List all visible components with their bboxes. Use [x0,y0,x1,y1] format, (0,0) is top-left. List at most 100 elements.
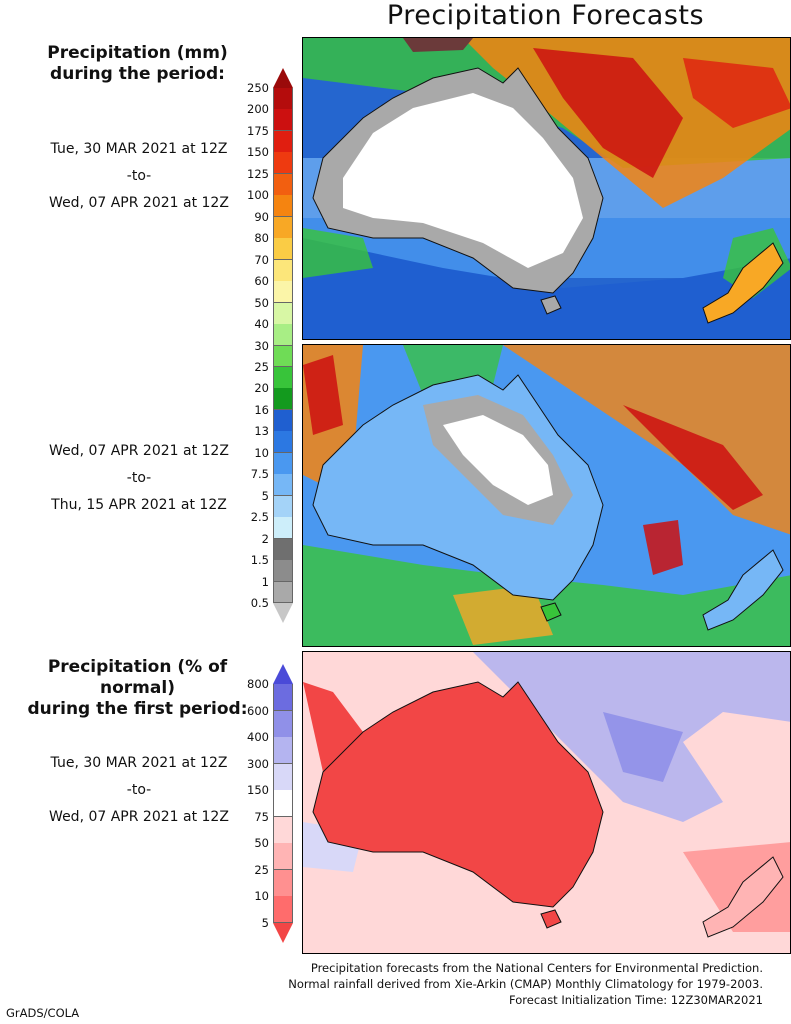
colorbar-label: 400 [247,730,269,745]
colorbar-top-triangle [273,664,293,684]
colorbar-label: 600 [247,703,269,718]
colorbar-bottom-triangle [273,923,293,943]
colorbar-swatch [273,474,293,497]
period1-label: Tue, 30 MAR 2021 at 12Z -to- Wed, 07 APR… [10,136,268,217]
colorbar-swatch [273,816,293,844]
colorbar-swatch [273,538,293,561]
colorbar-label: 10 [254,889,269,904]
colorbar-label: 125 [247,166,269,181]
colorbar-swatch [273,388,293,411]
percent-heading-line2: during the first period: [27,699,248,719]
amount-heading: Precipitation (mm) during the period: [10,43,265,85]
period1-start: Tue, 30 MAR 2021 at 12Z [50,141,228,157]
colorbar-swatch [273,281,293,304]
colorbar-bottom-triangle [273,603,293,623]
colorbar-swatch [273,409,293,432]
period1-end: Wed, 07 APR 2021 at 12Z [49,195,229,211]
colorbar-swatch [273,737,293,765]
colorbar-top-triangle [273,68,293,88]
colorbar-swatch [273,324,293,346]
colorbar-swatch [273,88,293,110]
map-percent-of-normal [302,651,791,954]
colorbar-swatch [273,345,293,368]
percent-period-label: Tue, 30 MAR 2021 at 12Z -to- Wed, 07 APR… [10,750,268,831]
colorbar-label: 200 [247,102,269,117]
colorbar-swatch [273,302,293,325]
colorbar-label: 0.5 [250,596,269,610]
percent-heading: Precipitation (% of normal) during the f… [10,657,265,720]
colorbar-label: 70 [254,252,269,267]
footer-line1: Precipitation forecasts from the Nationa… [310,961,763,975]
colorbar-swatch [273,238,293,261]
colorbar-label: 30 [254,338,269,353]
colorbar-swatch [273,763,293,791]
colorbar-swatch [273,452,293,475]
colorbar-label: 75 [254,809,269,824]
grads-credit: GrADS/COLA [6,1006,80,1020]
colorbar-label: 2.5 [250,510,269,525]
amount-colorbar: 250 200 175 150 125 100 90 80 70 60 50 40 30 25 20 16 13… [247,68,293,623]
percent-period-start: Tue, 30 MAR 2021 at 12Z [50,755,228,771]
period2-sep: -to- [126,470,152,486]
colorbar-swatch [273,896,293,924]
colorbar-label: 20 [254,381,269,396]
footer-notes: Precipitation forecasts from the Nationa… [288,960,763,1008]
colorbar-swatch [273,195,293,218]
map-period1-precipitation [302,37,791,340]
colorbar-label: 7.5 [250,467,269,482]
colorbar-label: 175 [247,123,269,138]
colorbar-swatch [273,431,293,454]
footer-line3: Forecast Initialization Time: 12Z30MAR20… [509,993,763,1007]
colorbar-label: 25 [254,359,269,374]
colorbar-swatch [273,710,293,738]
colorbar-label: 50 [254,836,269,851]
colorbar-label: 800 [247,677,269,691]
colorbar-label: 2 [261,531,269,546]
percent-period-end: Wed, 07 APR 2021 at 12Z [49,809,229,825]
colorbar-label: 50 [254,295,269,310]
period2-start: Wed, 07 APR 2021 at 12Z [49,443,229,459]
colorbar-swatch [273,869,293,897]
percent-period-sep: -to- [126,782,152,798]
colorbar-swatch [273,581,293,604]
colorbar-label: 150 [247,783,269,798]
colorbar-swatch [273,173,293,196]
colorbar-swatch [273,843,293,871]
colorbar-swatch [273,495,293,518]
colorbar-swatch [273,517,293,540]
page-title: Precipitation Forecasts [386,0,705,31]
colorbar-swatch [273,259,293,282]
amount-heading-line2: during the period: [50,64,225,84]
period2-label: Wed, 07 APR 2021 at 12Z -to- Thu, 15 APR… [10,438,268,519]
colorbar-label: 40 [254,317,269,332]
colorbar-label: 60 [254,274,269,289]
colorbar-label: 300 [247,756,269,771]
colorbar-label: 250 [247,81,269,95]
footer-line2: Normal rainfall derived from Xie-Arkin (… [288,977,763,991]
colorbar-label: 25 [254,862,269,877]
percent-colorbar: 800 600 400 300 150 75 50 25 10 5 [247,664,293,943]
colorbar-label: 5 [261,916,269,930]
colorbar-label: 150 [247,145,269,160]
period1-sep: -to- [126,168,152,184]
colorbar-swatch [273,366,293,389]
colorbar-swatch [273,216,293,239]
colorbar-swatch [273,560,293,583]
colorbar-label: 90 [254,209,269,224]
amount-heading-line1: Precipitation (mm) [47,43,228,63]
colorbar-swatch [273,109,293,132]
colorbar-swatch [273,684,293,712]
percent-heading-line1: Precipitation (% of normal) [47,657,228,698]
period2-end: Thu, 15 APR 2021 at 12Z [51,497,227,513]
map-period2-precipitation [302,344,791,647]
colorbar-label: 16 [254,402,269,417]
colorbar-swatch [273,790,293,818]
colorbar-label: 5 [261,488,269,503]
colorbar-label: 100 [247,188,269,203]
colorbar-label: 1.5 [250,553,269,568]
colorbar-label: 10 [254,445,269,460]
colorbar-label: 13 [254,424,269,439]
colorbar-label: 1 [261,574,269,589]
colorbar-swatch [273,130,293,153]
colorbar-label: 80 [254,231,269,246]
